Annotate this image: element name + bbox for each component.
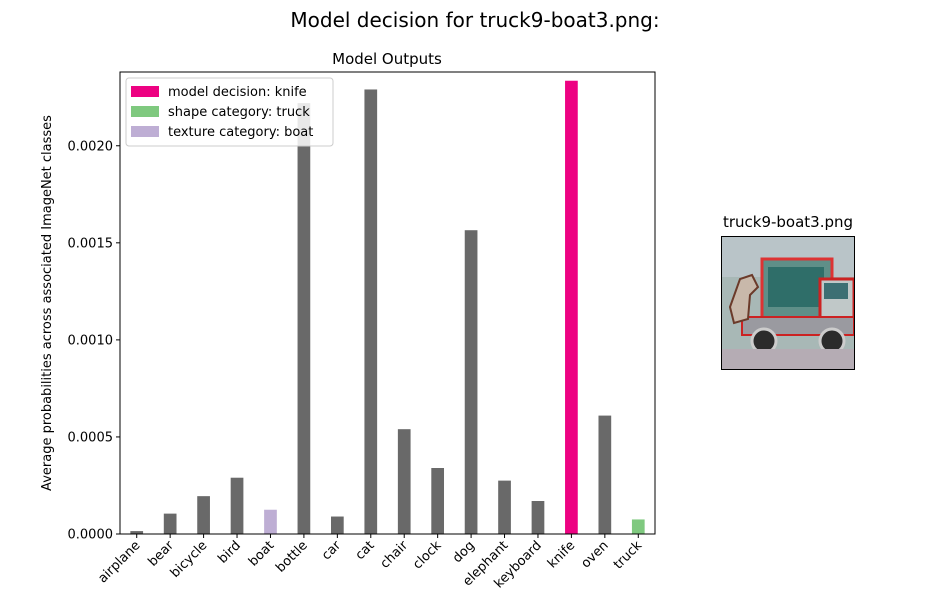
bar-boat [264,509,277,534]
bar-bear [163,513,177,534]
x-tick-label-chair: chair [378,538,412,572]
bar-oven [598,415,612,534]
x-tick-label-bottle: bottle [273,538,310,575]
bar-elephant [498,480,511,534]
bar-truck [631,519,645,534]
x-tick-label-airplane: airplane [95,538,143,586]
bar-bicycle [197,496,210,534]
x-tick-label-car: car [319,538,345,564]
x-tick-label-cat: cat [353,538,378,563]
x-tick-label-truck: truck [611,538,646,573]
x-tick-label-clock: clock [410,538,445,573]
x-tick-label-dog: dog [450,538,478,566]
legend-swatch-shape [131,106,159,117]
bar-airplane [130,531,144,534]
bar-car [330,516,344,534]
bar-cat [364,89,378,534]
y-tick-label: 0.0020 [68,139,114,154]
y-axis-label: Average probabilities across associated … [40,115,55,491]
image-title: truck9-boat3.png [722,213,854,231]
legend-box [125,77,334,147]
truck-drawing [722,237,854,369]
bar-bottle [297,103,311,534]
x-tick-label-bicycle: bicycle [168,538,211,581]
figure-title: Model decision for truck9-boat3.png: [290,8,660,32]
axes-frame [119,71,656,535]
bar-dog [464,230,478,534]
truck-photo-icon [721,236,855,370]
y-tick-label: 0.0010 [68,333,114,348]
legend: model decision: knife shape category: tru… [125,77,334,147]
bar-keyboard [531,501,545,534]
x-tick-label-oven: oven [579,538,612,571]
y-tick-label: 0.0005 [68,430,114,445]
y-tick-label: 0.0015 [68,236,114,251]
y-tick-label: 0.0000 [68,528,114,543]
x-tick-label-bird: bird [215,538,243,566]
legend-label-shape: shape category: truck [168,105,310,120]
legend-label-decision: model decision: knife [168,85,307,100]
bar-clock [431,468,445,534]
chart-title: Model Outputs [332,50,442,68]
bar-chair [397,429,411,534]
legend-swatch-decision [131,86,159,97]
bar-knife [565,80,578,535]
legend-label-texture: texture category: boat [168,125,313,140]
bar-bird [230,477,244,534]
x-tick-label-knife: knife [545,538,578,571]
legend-swatch-texture [131,126,159,137]
